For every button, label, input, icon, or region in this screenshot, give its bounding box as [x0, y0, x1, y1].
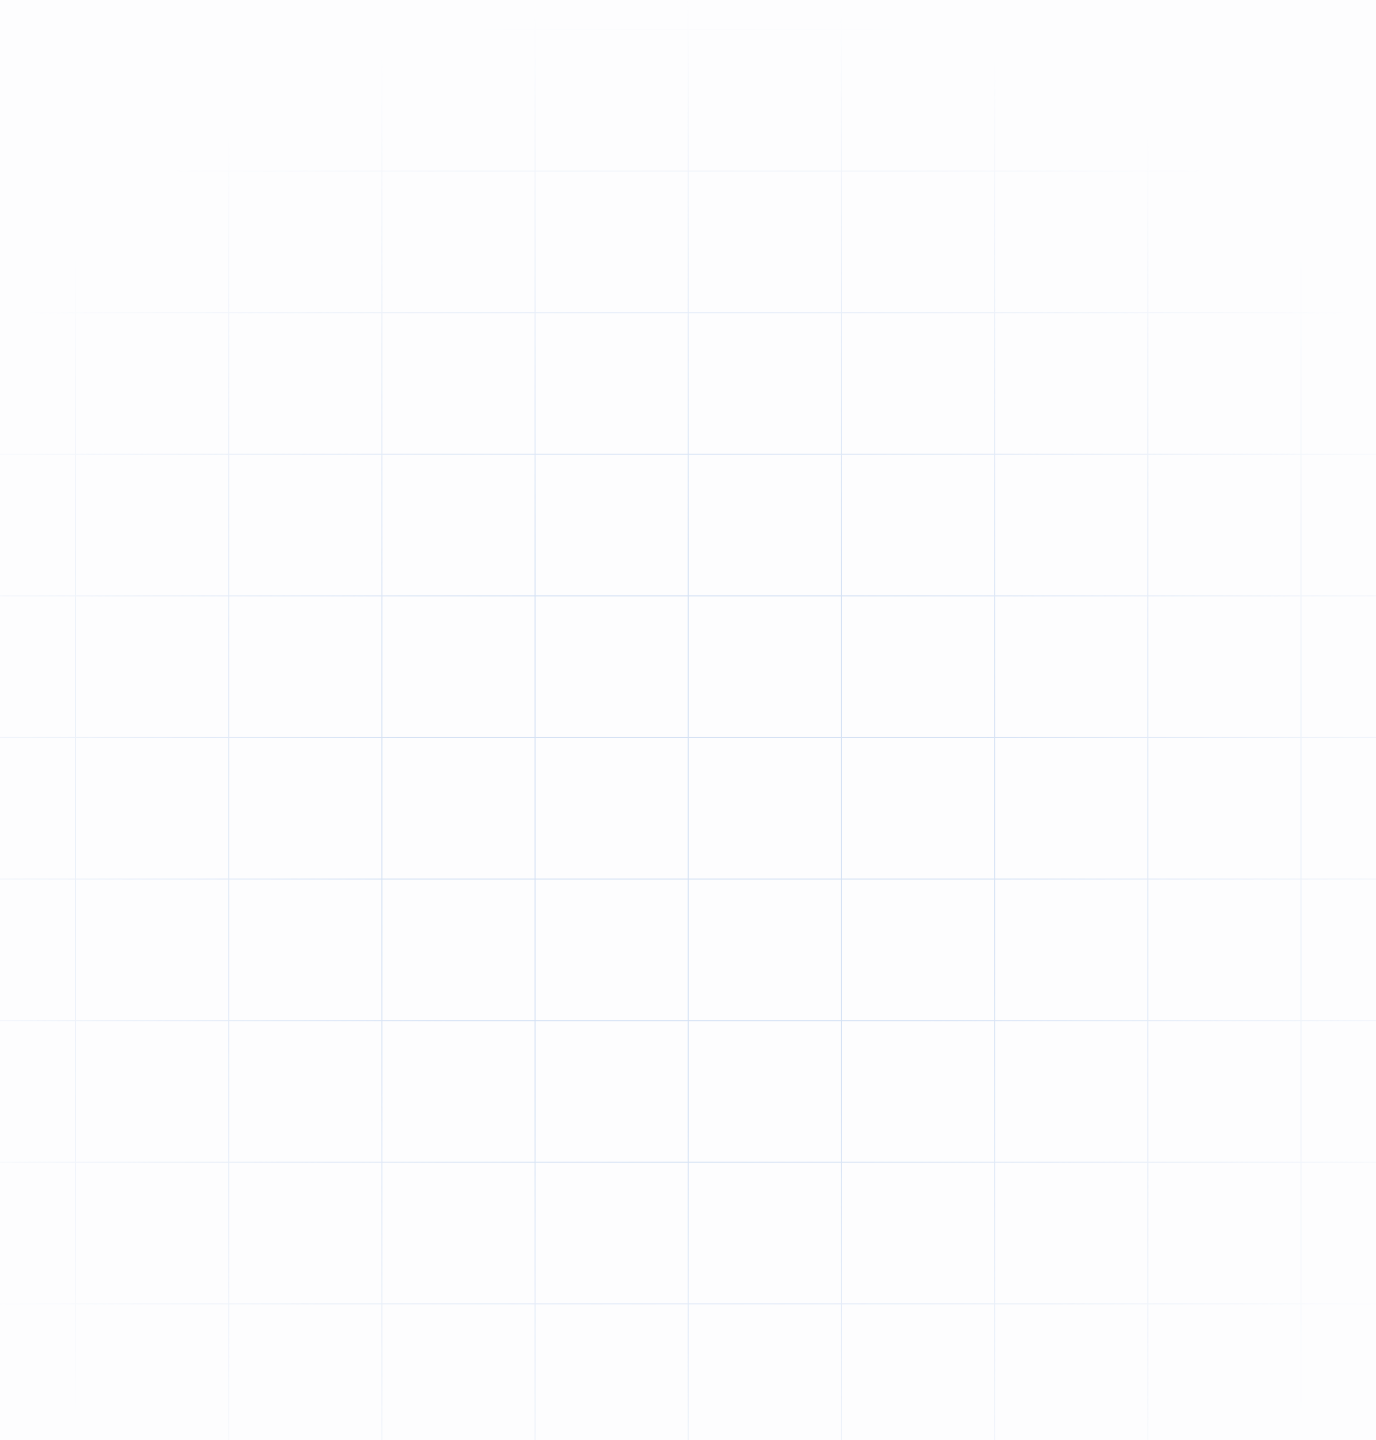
background-grid	[0, 0, 1376, 1440]
